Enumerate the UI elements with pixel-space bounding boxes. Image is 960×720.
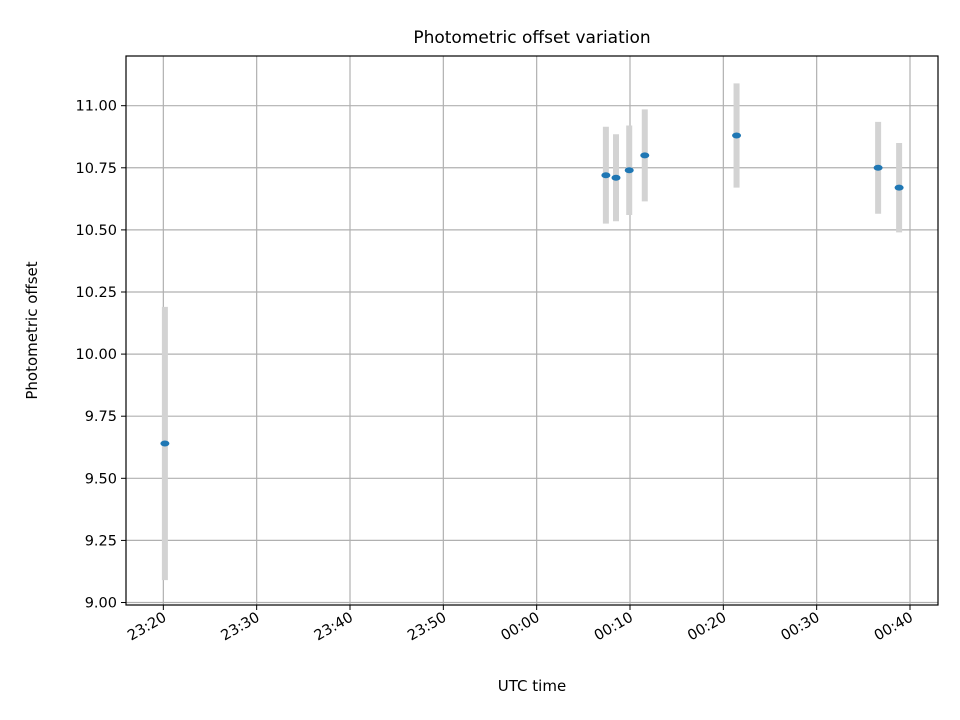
y-tick-label: 9.00 [85, 596, 117, 612]
y-axis-ticks: 9.00 9.25 9.50 9.75 10.00 10.25 10.50 10.75 11.0… [75, 99, 126, 612]
y-tick-label: 9.75 [85, 409, 117, 425]
data-point [873, 164, 883, 171]
data-point [624, 167, 634, 174]
x-axis-label: UTC time [498, 677, 566, 695]
y-tick-label: 10.75 [75, 161, 117, 177]
data-point [640, 152, 650, 159]
data-point [732, 132, 742, 139]
y-tick-label: 9.50 [85, 471, 117, 487]
plot-frame [125, 55, 939, 606]
data-point [160, 440, 170, 447]
y-tick-label: 11.00 [75, 99, 117, 115]
data-points [160, 132, 904, 447]
data-point [611, 174, 621, 181]
y-tick-label: 10.00 [75, 347, 117, 363]
chart-title: Photometric offset variation [413, 28, 650, 48]
data-point [894, 184, 904, 191]
y-axis-label: Photometric offset [23, 261, 41, 399]
y-tick-label: 10.25 [75, 285, 117, 301]
y-tick-label: 10.50 [75, 223, 117, 239]
grid [126, 56, 938, 605]
y-tick-label: 9.25 [85, 533, 117, 549]
data-point [601, 172, 611, 179]
